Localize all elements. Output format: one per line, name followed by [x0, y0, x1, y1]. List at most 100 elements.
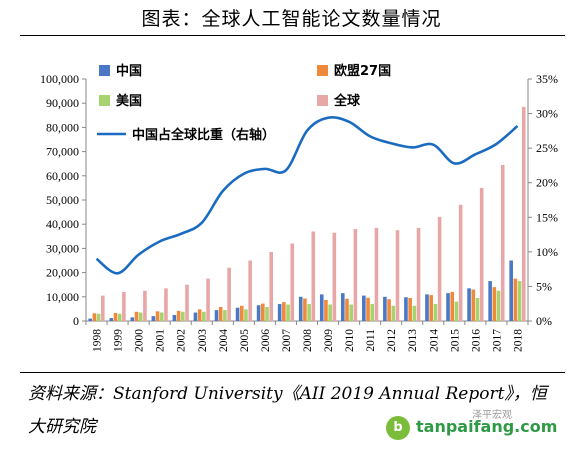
chart-title: 图表：全球人工智能论文数量情况 [141, 8, 442, 30]
legend-label-global: 全球 [333, 93, 361, 109]
bar-usa [117, 313, 122, 321]
x-tick-label: 2015 [449, 329, 461, 352]
bar-global [353, 229, 358, 321]
bar-global [101, 295, 105, 321]
y-left-tick-label: 40,000 [46, 217, 79, 231]
bar-china [425, 294, 429, 321]
bar-eu27 [113, 313, 118, 321]
bar-global [521, 106, 526, 321]
bar-usa [475, 298, 480, 321]
y-right-tick-label: 35% [536, 72, 558, 86]
legend-swatch-china [99, 65, 110, 76]
bar-china [235, 307, 240, 321]
bar-eu27 [345, 298, 349, 321]
watermark-text: tanpaifang.com [416, 417, 558, 436]
bar-usa [265, 306, 269, 321]
bar-china [109, 318, 114, 321]
bar-eu27 [176, 310, 181, 321]
x-tick-label: 1999 [113, 329, 125, 352]
legend-label-eu27: 欧盟27国 [334, 63, 391, 79]
bar-eu27 [261, 303, 265, 321]
legend-swatch-global [317, 95, 328, 106]
bar-global [500, 164, 505, 321]
bar-global [416, 227, 421, 321]
x-tick-label: 2017 [491, 329, 503, 352]
bar-global [164, 288, 168, 321]
bar-global [269, 252, 274, 321]
bar-global [206, 278, 210, 321]
bar-usa [496, 290, 501, 321]
bar-eu27 [197, 309, 202, 321]
bar-usa [433, 304, 438, 321]
bar-global [290, 243, 295, 321]
x-tick-label: 2003 [197, 329, 209, 352]
chart-area: 0 10,000 20,000 30,000 40,000 50,000 60,000 70,… [40, 63, 558, 352]
x-tick-label: 2004 [218, 329, 230, 352]
legend-swatch-eu27 [317, 65, 328, 76]
share-line-group [95, 115, 519, 275]
bar-eu27 [303, 298, 307, 321]
bar-eu27 [513, 278, 518, 321]
x-tick-label: 2013 [407, 329, 419, 352]
bar-usa [328, 304, 332, 321]
y-left-tick-label: 90,000 [46, 96, 79, 110]
bar-eu27 [92, 313, 97, 321]
bar-eu27 [218, 306, 223, 321]
axes-group: 0 10,000 20,000 30,000 40,000 50,000 60,000 70,… [40, 72, 558, 352]
y-left-tick-label: 100,000 [40, 72, 79, 86]
bar-global [332, 232, 337, 321]
bar-global [143, 290, 147, 321]
bar-eu27 [471, 289, 476, 321]
bar-eu27 [324, 299, 328, 321]
x-tick-label: 2016 [470, 329, 482, 352]
y-left-tick-label: 10,000 [46, 290, 79, 304]
x-tick-label: 1998 [92, 329, 104, 352]
bar-usa [202, 311, 206, 321]
bar-usa [454, 301, 459, 321]
bar-global [479, 187, 484, 321]
y-left-tick-label: 30,000 [46, 241, 79, 255]
bar-china [467, 288, 471, 321]
bar-usa [286, 304, 290, 321]
bar-china [488, 281, 492, 321]
bar-china [256, 305, 261, 321]
bar-china [277, 304, 282, 321]
bar-usa [412, 305, 417, 321]
bar-china [340, 293, 345, 321]
watermark-faint-text: 泽平宏观 [472, 410, 512, 421]
bar-china [172, 314, 177, 321]
x-tick-label: 2006 [260, 329, 272, 352]
x-tick-label: 2008 [302, 329, 314, 352]
x-tick-label: 2005 [239, 329, 251, 352]
bar-global [437, 216, 442, 321]
bar-eu27 [366, 297, 370, 321]
bar-eu27 [155, 311, 160, 321]
bar-eu27 [134, 311, 139, 321]
y-left-tick-label: 80,000 [46, 120, 79, 134]
legend-label-share: 中国占全球比重（右轴） [132, 127, 275, 143]
bar-china [446, 293, 450, 321]
x-tick-label: 2002 [176, 329, 188, 352]
x-tick-label: 2012 [386, 329, 398, 352]
share-line [95, 115, 519, 275]
bar-global [227, 267, 231, 321]
bar-china [319, 294, 324, 321]
bar-china [214, 310, 219, 321]
bar-usa [244, 309, 248, 321]
x-tick-label: 2018 [512, 329, 524, 352]
bar-eu27 [239, 305, 244, 321]
bar-usa [370, 304, 375, 321]
y-left-tick-label: 60,000 [46, 169, 79, 183]
watermark-logo-icon: b [386, 416, 410, 440]
bar-usa [138, 312, 143, 321]
bar-china [383, 296, 387, 321]
x-tick-label: 2011 [365, 329, 377, 352]
bars-group [88, 106, 526, 321]
bar-usa [349, 304, 353, 321]
bar-usa [307, 304, 311, 321]
source-rule [20, 372, 565, 373]
bar-eu27 [408, 298, 412, 321]
x-tick-label: 2010 [344, 329, 356, 352]
y-right-tick-label: 0% [536, 314, 552, 328]
